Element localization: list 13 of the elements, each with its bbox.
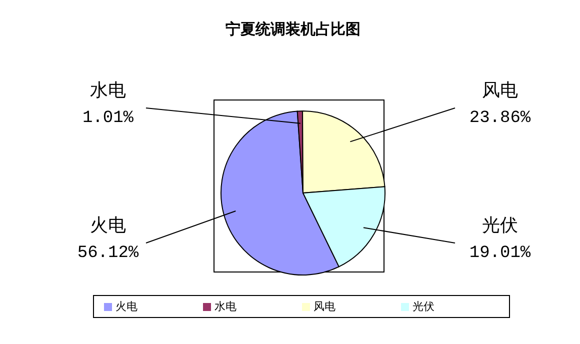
data-label: 23.86% xyxy=(469,109,532,128)
legend-label: 水电 xyxy=(214,300,236,313)
legend-label: 光伏 xyxy=(412,300,434,313)
legend-label: 风电 xyxy=(314,300,336,313)
slice-label: 风电 xyxy=(482,80,518,101)
chart-title: 宁夏统调装机占比图 xyxy=(224,20,362,39)
data-label: 56.12% xyxy=(77,244,140,263)
slice-label: 水电 xyxy=(90,80,126,101)
legend-label: 火电 xyxy=(116,300,138,313)
data-label: 19.01% xyxy=(469,244,532,263)
slice-label: 火电 xyxy=(90,215,126,236)
data-label: 1.01% xyxy=(82,109,134,128)
slice-label: 光伏 xyxy=(482,215,518,236)
